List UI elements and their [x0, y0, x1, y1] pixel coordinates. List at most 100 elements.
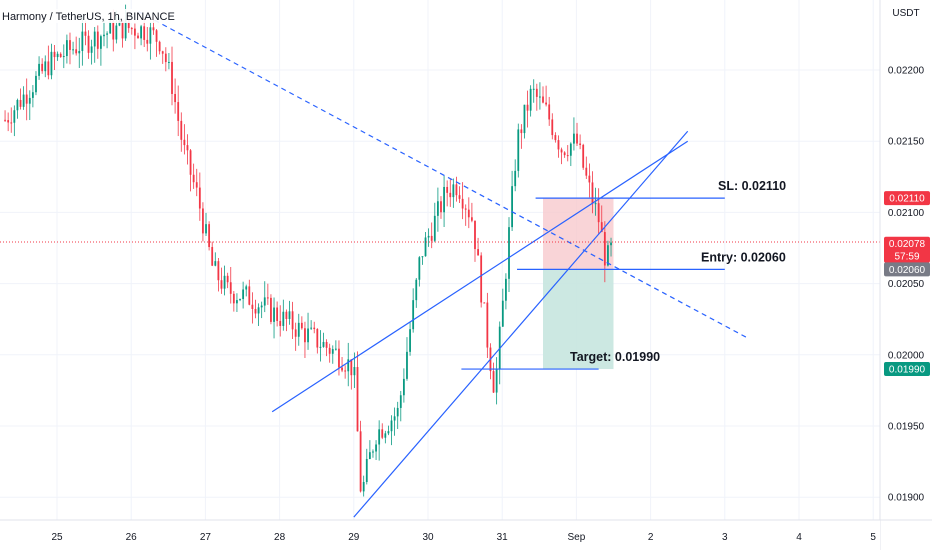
candle — [260, 301, 263, 319]
candle — [523, 104, 526, 139]
trendline-3[interactable] — [353, 130, 689, 518]
candle-body — [13, 110, 16, 123]
candle — [171, 46, 173, 106]
candle — [381, 423, 384, 440]
candle-body — [492, 371, 495, 393]
candle-body — [7, 120, 10, 123]
candle-body — [387, 431, 390, 434]
candle-body — [65, 40, 68, 57]
candle — [242, 281, 245, 309]
candle-body — [310, 327, 313, 329]
candle — [480, 252, 483, 308]
candle — [396, 401, 399, 429]
candle — [236, 293, 238, 313]
candle-body — [84, 31, 87, 36]
candle-countdown: 57:59 — [894, 252, 919, 263]
candle — [183, 124, 186, 155]
price-tag-label: 0.02060 — [889, 265, 926, 276]
candle-body — [300, 322, 303, 329]
candle — [226, 272, 229, 289]
candle-body — [10, 122, 13, 124]
candle-body — [53, 51, 56, 58]
candle-body — [341, 367, 343, 371]
candle — [582, 143, 585, 170]
candle — [106, 31, 108, 49]
candle — [177, 85, 180, 137]
candle-body — [511, 186, 513, 228]
candle-body — [158, 41, 161, 52]
trendline-1[interactable] — [138, 11, 748, 339]
time-axis-panel[interactable] — [0, 520, 880, 550]
candle — [600, 205, 603, 233]
trendlines[interactable] — [138, 11, 748, 518]
candle-body — [205, 224, 207, 234]
candle — [38, 56, 40, 80]
candle — [273, 297, 275, 339]
candle — [294, 322, 297, 351]
candle — [4, 110, 6, 123]
candle — [254, 299, 257, 319]
position-zones[interactable] — [543, 198, 614, 370]
candle-body — [183, 139, 186, 146]
candle-body — [409, 329, 411, 352]
candle-body — [471, 217, 473, 221]
candle-body — [508, 227, 510, 279]
candle — [214, 252, 217, 267]
candle — [607, 240, 609, 267]
candle-body — [427, 235, 430, 238]
target-zone[interactable] — [543, 269, 614, 370]
candle — [430, 222, 433, 249]
candle — [291, 301, 294, 340]
candle-body — [452, 184, 455, 198]
candle-body — [78, 50, 81, 54]
candle — [72, 41, 74, 55]
candle-body — [334, 348, 337, 350]
candle-body — [585, 167, 588, 176]
candle-body — [4, 119, 6, 121]
candle-body — [236, 300, 238, 304]
candle — [198, 172, 201, 221]
candle — [539, 82, 541, 110]
candle — [81, 15, 84, 66]
trendline-2[interactable] — [271, 140, 689, 413]
candle-body — [195, 182, 198, 188]
candle — [579, 134, 582, 150]
candle — [186, 134, 189, 165]
candle-body — [72, 49, 74, 51]
candle — [192, 163, 195, 189]
candle — [22, 86, 25, 110]
candle — [520, 124, 523, 149]
title-backdrop — [0, 9, 160, 23]
candle-body — [266, 297, 269, 299]
candle — [276, 301, 279, 327]
candle-body — [282, 311, 285, 326]
x-tick-label: 25 — [51, 532, 63, 543]
candle — [202, 202, 204, 242]
candle-body — [399, 395, 402, 408]
candle — [610, 237, 612, 257]
candle — [96, 25, 99, 59]
candle — [288, 300, 291, 325]
candle — [563, 151, 566, 158]
candle — [90, 39, 93, 65]
candle-body — [569, 143, 572, 156]
candle — [232, 291, 235, 312]
candle — [467, 197, 470, 229]
candle — [393, 407, 396, 436]
entry-label: Entry: 0.02060 — [701, 250, 786, 264]
candle — [421, 256, 424, 265]
candle-body — [443, 186, 445, 213]
sl-label: SL: 0.02110 — [718, 179, 786, 193]
candle-body — [331, 349, 334, 354]
x-tick-label: 31 — [497, 532, 509, 543]
level-lines[interactable]: SL: 0.02110 Entry: 0.02060 Target: 0.01990 — [461, 179, 786, 370]
candle-body — [501, 300, 504, 327]
candle-body — [223, 275, 226, 289]
candle — [16, 98, 19, 119]
candle-body — [338, 348, 340, 368]
chart-title[interactable]: Harmony / TetherUS, 1h, BINANCE — [2, 11, 175, 23]
candle — [514, 159, 517, 192]
candle-body — [520, 129, 523, 134]
candle — [356, 351, 359, 432]
